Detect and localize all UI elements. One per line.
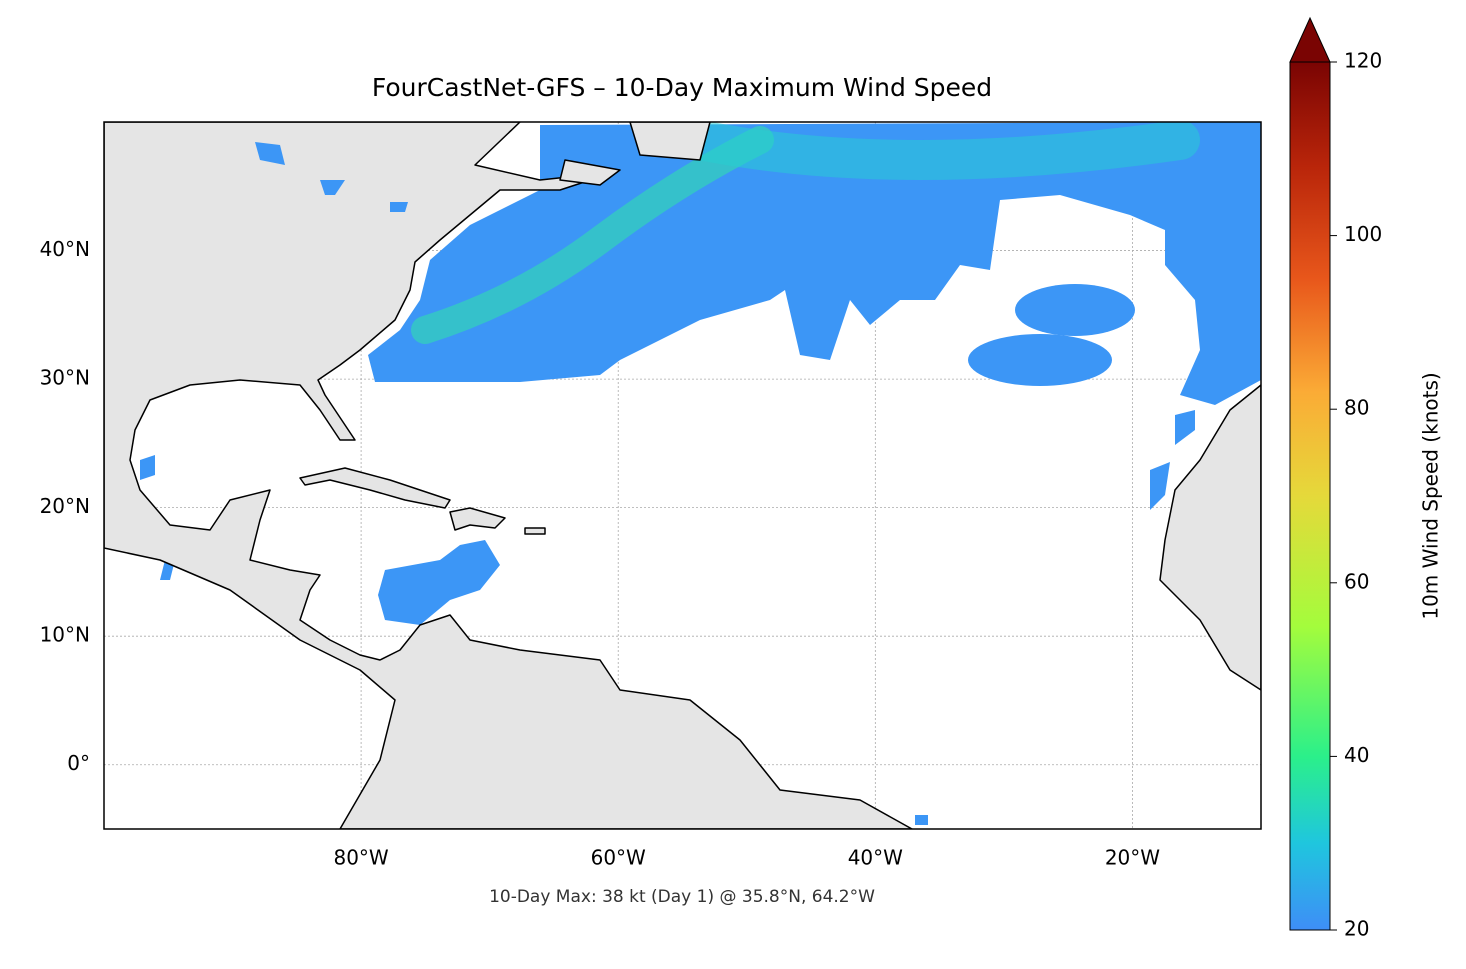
annotation: 10-Day Max: 38 kt (Day 1) @ 35.8°N, 64.2…: [489, 887, 875, 907]
wind-field: [255, 142, 408, 212]
land: [449, 507, 546, 535]
colorbar-tick-label: 20: [1344, 917, 1369, 941]
wind-field: [368, 122, 1261, 405]
colorbar-tick-label: 100: [1344, 222, 1382, 246]
colorbar-extend: [1289, 16, 1331, 63]
y-tick-label: 40°N: [40, 237, 90, 261]
colorbar: [1289, 61, 1331, 931]
y-tick-label: 20°N: [40, 494, 90, 518]
y-tick-label: 10°N: [40, 623, 90, 647]
land: [559, 122, 711, 186]
x-tick-label: 60°W: [591, 846, 646, 870]
map-frame: [103, 121, 1262, 830]
wind-band: [411, 126, 774, 344]
y-tick-label: 30°N: [40, 366, 90, 390]
land: [299, 467, 451, 509]
x-tick-label: 40°W: [848, 846, 903, 870]
land: [104, 122, 913, 829]
map-field: [104, 122, 1261, 829]
wind-field: [968, 334, 1112, 386]
wind-field: [378, 540, 500, 625]
x-tick-label: 80°W: [333, 846, 388, 870]
wind-band: [680, 122, 1200, 180]
colorbar-label: 10m Wind Speed (knots): [1419, 372, 1443, 619]
colorbar-tick-label: 120: [1344, 49, 1382, 73]
colorbar-tick-label: 40: [1344, 743, 1369, 767]
y-tick-label: 0°: [67, 751, 90, 775]
land: [1159, 384, 1261, 691]
colorbar-tick-label: 60: [1344, 569, 1369, 593]
x-tick-label: 20°W: [1105, 846, 1160, 870]
colorbar-tick-label: 80: [1344, 396, 1369, 420]
chart-title: FourCastNet-GFS – 10-Day Maximum Wind Sp…: [372, 73, 992, 102]
wind-field: [1015, 284, 1135, 336]
